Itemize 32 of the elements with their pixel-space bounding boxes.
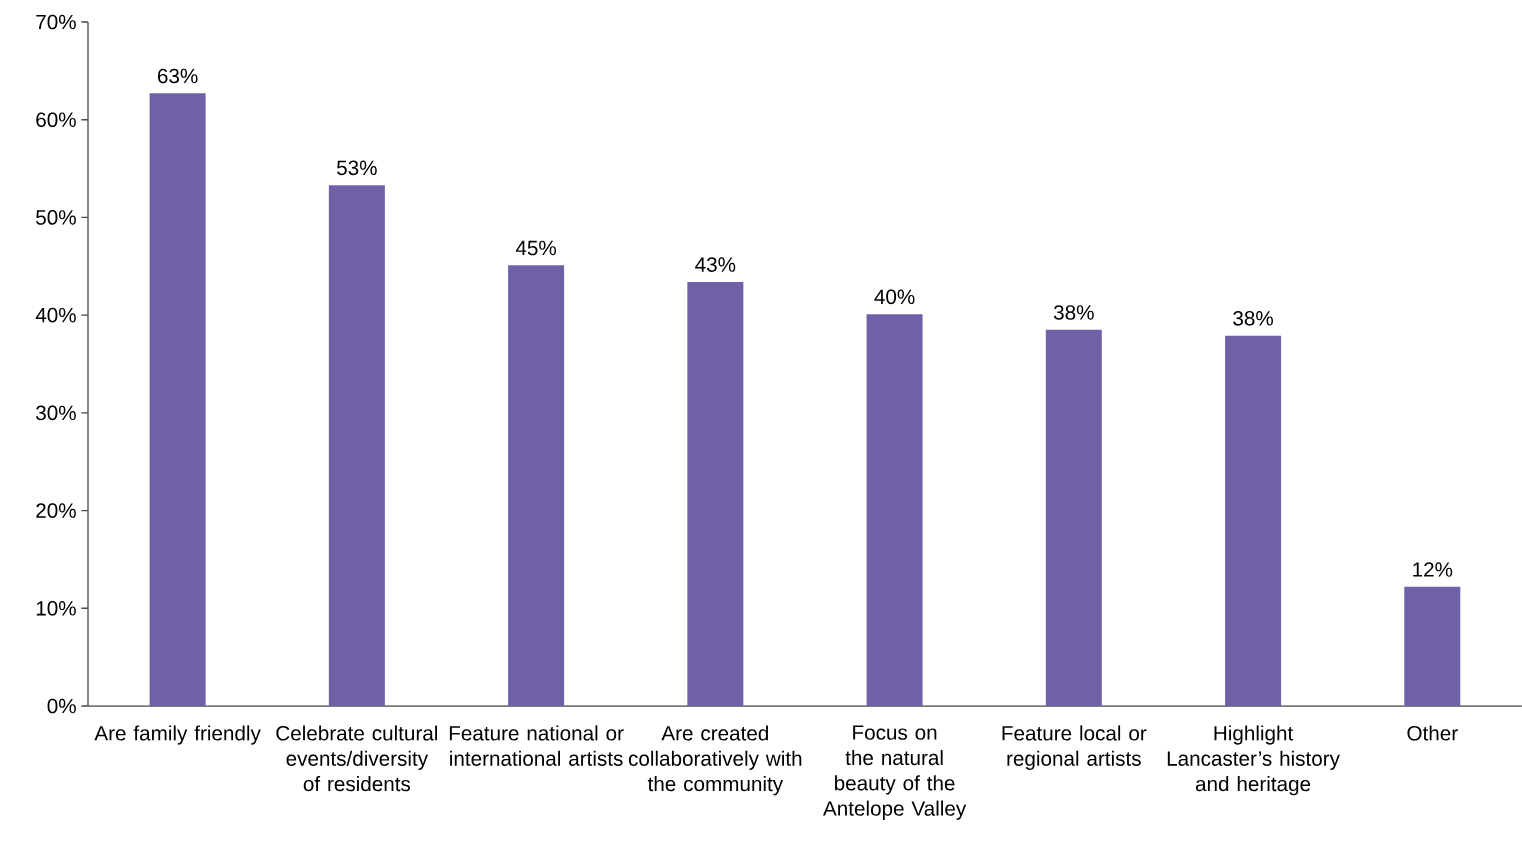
x-tick-label: Are created collaboratively with the community bbox=[628, 725, 802, 796]
x-tick-label: Feature national or international artists bbox=[449, 725, 624, 766]
bar bbox=[1045, 329, 1102, 706]
y-tick-label: 50% bbox=[36, 210, 76, 225]
data-label: 43% bbox=[695, 257, 736, 272]
x-tick-label: Are family friendly bbox=[94, 725, 261, 745]
data-label: 40% bbox=[874, 289, 915, 305]
bar bbox=[1225, 335, 1282, 706]
data-label: 38% bbox=[1233, 310, 1273, 326]
y-tick-label: 0% bbox=[47, 698, 76, 714]
y-tick-label: 40% bbox=[35, 307, 76, 323]
x-tick-label: Focus on the natural beauty of the Antelope Valley bbox=[823, 725, 967, 820]
bar bbox=[328, 185, 385, 706]
data-label: 63% bbox=[157, 68, 198, 84]
bar bbox=[866, 314, 923, 706]
y-tick-label: 20% bbox=[36, 503, 76, 518]
y-tick-label: 10% bbox=[36, 600, 76, 616]
x-tick-label: Highlight Lancaster’s history and heritage bbox=[1167, 725, 1340, 796]
x-tick-label: Celebrate cultural events/diversity of residents bbox=[276, 725, 437, 792]
data-label: 12% bbox=[1413, 562, 1453, 577]
bar bbox=[1404, 586, 1461, 706]
bar bbox=[687, 281, 744, 706]
y-tick-label: 30% bbox=[36, 405, 76, 421]
bar bbox=[508, 265, 565, 706]
bar bbox=[149, 93, 206, 706]
y-tick-label: 70% bbox=[36, 14, 76, 30]
data-label: 45% bbox=[515, 240, 557, 256]
data-label: 53% bbox=[337, 160, 377, 176]
y-tick-label: 60% bbox=[36, 112, 76, 128]
data-label: 38% bbox=[1053, 305, 1094, 320]
x-tick-label: Feature local or regional artists bbox=[1002, 725, 1147, 770]
x-tick-label: Other bbox=[1407, 725, 1458, 741]
